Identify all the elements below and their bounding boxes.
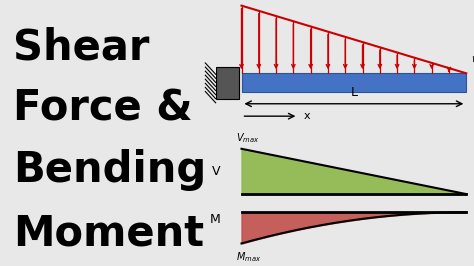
Text: Force &: Force &	[13, 88, 192, 130]
Text: $w_1$: $w_1$	[239, 0, 254, 2]
Text: Moment: Moment	[13, 213, 204, 255]
Text: Shear: Shear	[13, 27, 149, 69]
Bar	[216, 66, 239, 99]
Text: Bending: Bending	[13, 149, 206, 191]
Text: $w_2=0$: $w_2=0$	[472, 52, 474, 65]
Text: $V_{max}$: $V_{max}$	[237, 131, 260, 145]
Text: L: L	[350, 86, 357, 99]
Text: x: x	[303, 111, 310, 121]
Bar	[241, 73, 466, 93]
Text: M: M	[210, 213, 221, 226]
Text: $M_{max}$: $M_{max}$	[237, 250, 262, 264]
Text: V: V	[212, 165, 221, 178]
